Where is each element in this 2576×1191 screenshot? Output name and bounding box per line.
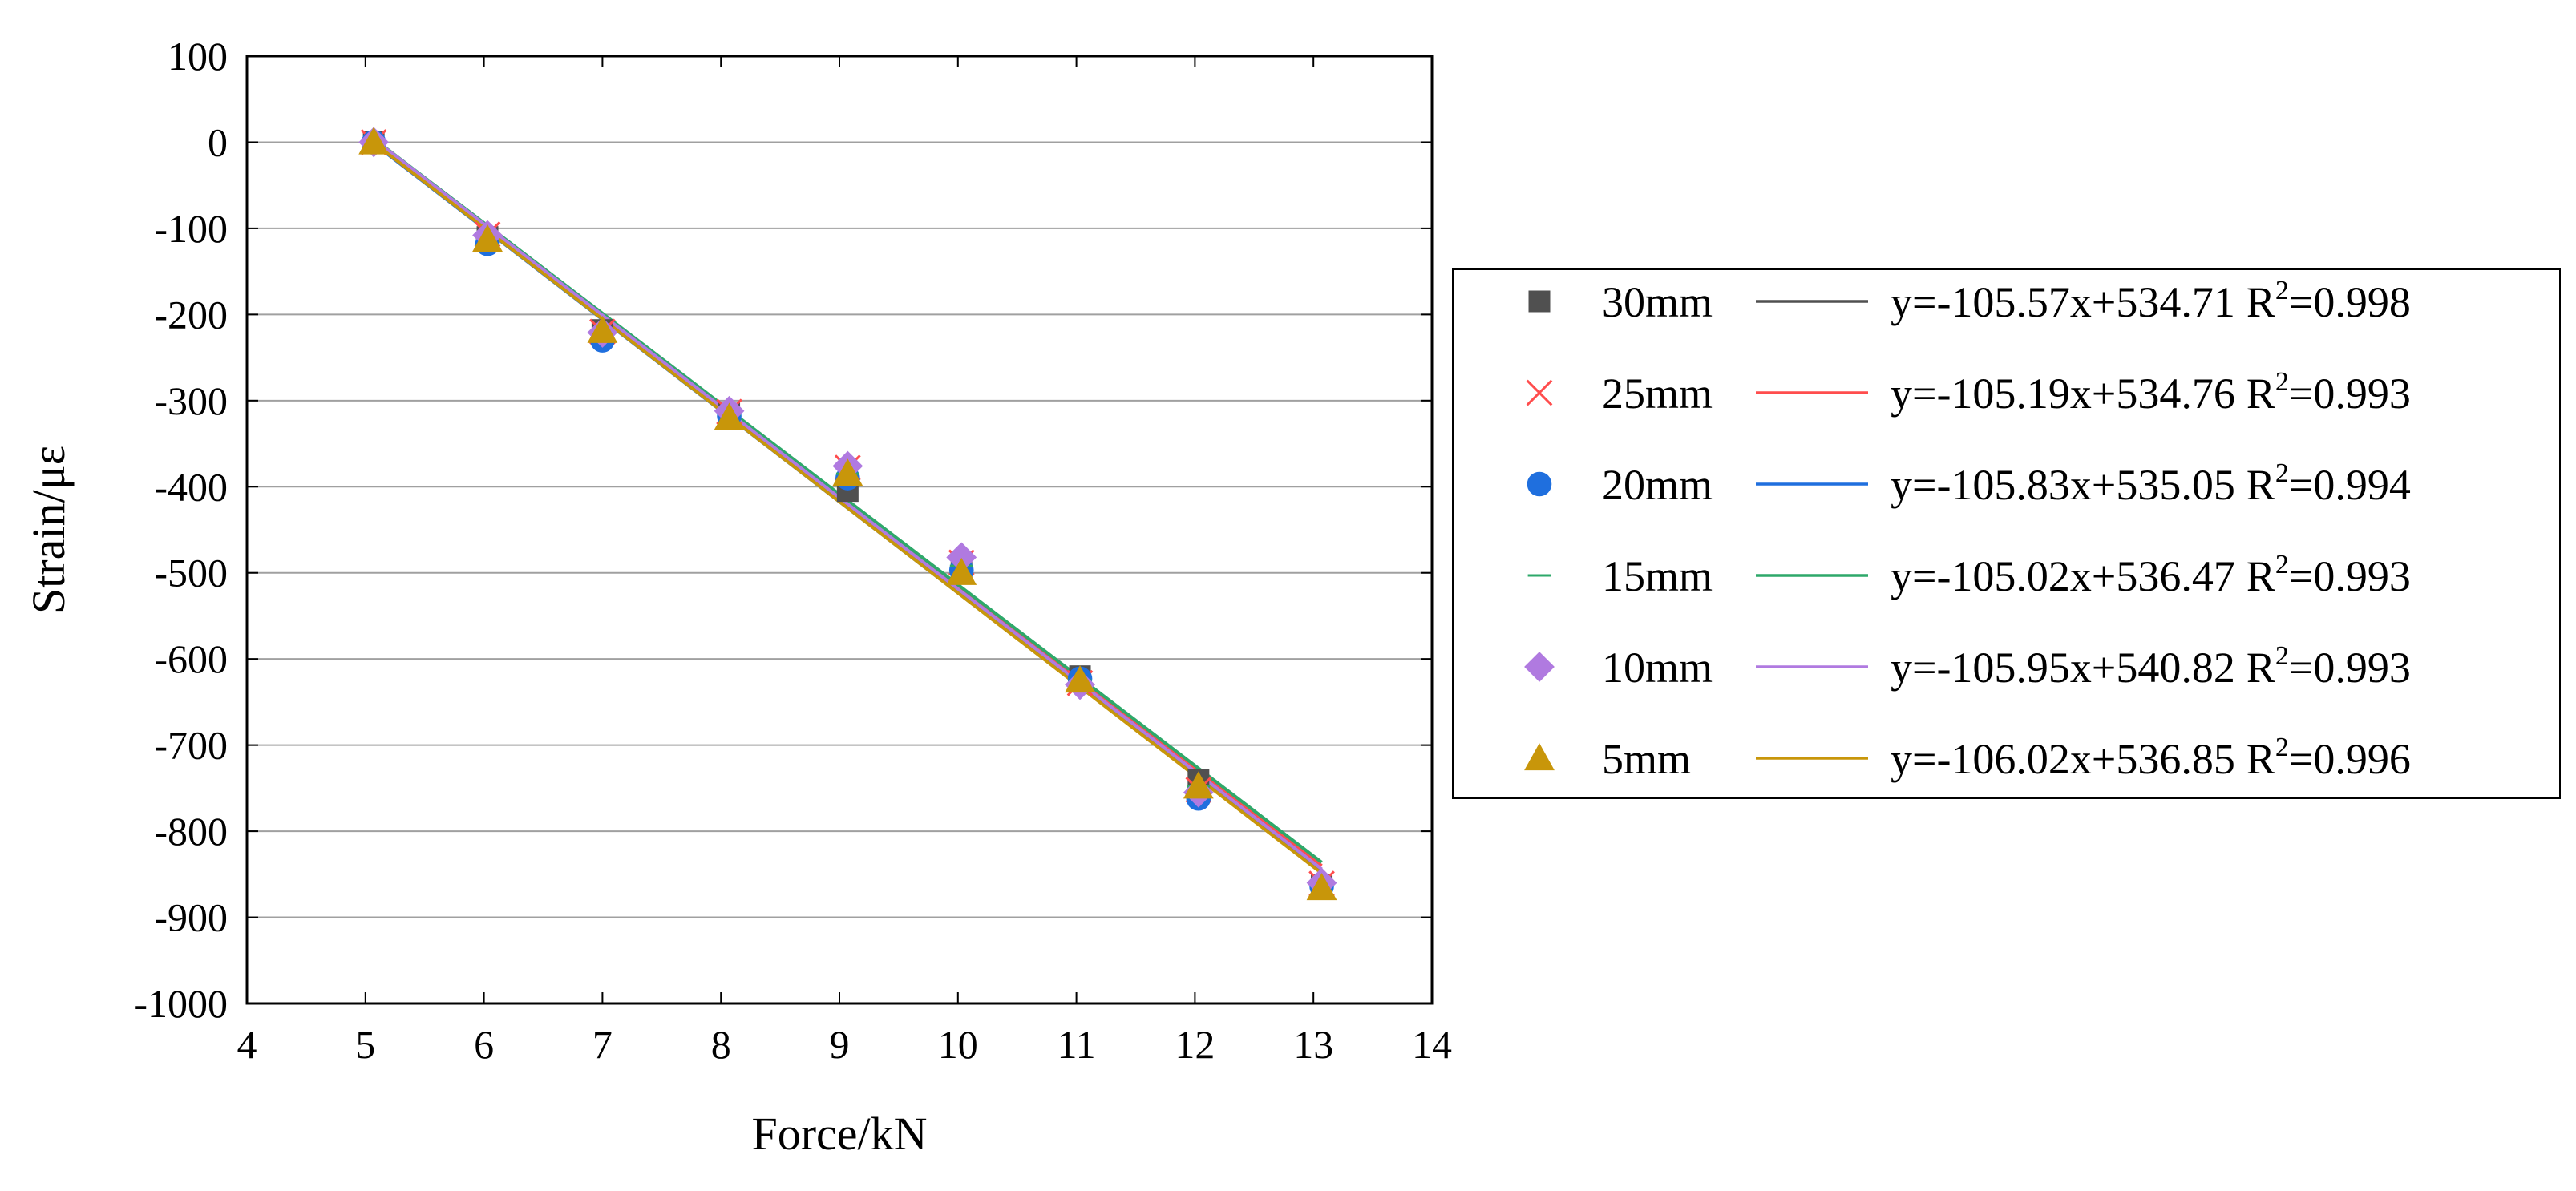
legend-marker-10mm: [1524, 652, 1555, 682]
y-tick-label: -800: [154, 809, 228, 854]
r-squared-prefix: R: [2246, 461, 2275, 509]
fit-lines: [372, 137, 1323, 875]
x-tick-label: 8: [711, 1022, 731, 1067]
x-tick-label: 4: [237, 1022, 257, 1067]
x-axis-ticks: 4 5 6 7 8 9 10 11 12 13 14: [237, 56, 1452, 1067]
legend-fit-equation: y=-105.95x+540.82 R2=0.993: [1891, 641, 2411, 692]
y-tick-label: -700: [154, 723, 228, 768]
y-tick-label: -100: [154, 206, 228, 251]
data-point-5mm: [946, 557, 977, 585]
x-tick-label: 10: [938, 1022, 978, 1067]
legend-marker-25mm: [1526, 379, 1553, 406]
r-squared-value: =0.993: [2289, 552, 2411, 600]
data-point-5mm: [1306, 873, 1337, 901]
r-squared-prefix: R: [2246, 644, 2275, 692]
x-tick-label: 14: [1412, 1022, 1452, 1067]
r-squared-value: =0.996: [2289, 735, 2411, 783]
r-squared-superscript: 2: [2275, 276, 2289, 305]
y-tick-label: -500: [154, 551, 228, 596]
y-tick-label: -400: [154, 464, 228, 509]
legend-series-name: 20mm: [1602, 461, 1713, 509]
r-squared-prefix: R: [2246, 552, 2275, 600]
x-tick-label: 11: [1057, 1022, 1096, 1067]
r-squared-value: =0.994: [2289, 461, 2411, 509]
x-tick-label: 7: [592, 1022, 613, 1067]
y-axis-ticks: 100 0 -100 -200 -300 -400 -500 -600 -700 -800 -900…: [134, 34, 1432, 1026]
x-tick-label: 13: [1293, 1022, 1333, 1067]
y-tick-label: -600: [154, 636, 228, 681]
legend-box: [1452, 268, 2561, 799]
legend-marker-5mm: [1524, 743, 1555, 771]
r-squared-superscript: 2: [2275, 458, 2289, 488]
legend-series-name: 15mm: [1602, 552, 1713, 600]
fit-equation-text: y=-106.02x+536.85: [1891, 735, 2235, 783]
x-tick-label: 9: [830, 1022, 850, 1067]
legend-fit-equation: y=-106.02x+536.85 R2=0.996: [1891, 733, 2411, 783]
r-squared-superscript: 2: [2275, 367, 2289, 397]
data-point-5mm: [1065, 665, 1095, 693]
legend-series-name: 5mm: [1602, 735, 1691, 783]
y-tick-label: 0: [208, 119, 228, 164]
legend-fit-equation: y=-105.57x+534.71 R2=0.998: [1891, 276, 2411, 326]
legend-fit-equation: y=-105.83x+535.05 R2=0.994: [1891, 458, 2411, 509]
legend-fit-equation: y=-105.19x+534.76 R2=0.993: [1891, 367, 2411, 418]
x-tick-label: 12: [1175, 1022, 1215, 1067]
legend-fit-equation: y=-105.02x+536.47 R2=0.993: [1891, 550, 2411, 600]
y-axis-title: Strain/με: [22, 446, 75, 614]
x-axis-title: Force/kN: [751, 1108, 927, 1160]
y-tick-label: -200: [154, 292, 228, 337]
r-squared-prefix: R: [2246, 278, 2275, 326]
data-point-5mm: [358, 127, 390, 155]
data-point-5mm: [1183, 771, 1214, 799]
y-tick-label: -1000: [134, 981, 228, 1026]
data-point-5mm: [587, 315, 618, 343]
y-tick-label: -300: [154, 378, 228, 423]
data-point-5mm: [472, 224, 503, 252]
fit-equation-text: y=-105.57x+534.71: [1891, 278, 2235, 326]
x-tick-label: 6: [474, 1022, 494, 1067]
data-markers: [358, 127, 1337, 901]
legend-marker-20mm: [1527, 471, 1552, 497]
y-tick-label: -900: [154, 895, 228, 940]
r-squared-superscript: 2: [2275, 550, 2289, 579]
r-squared-value: =0.998: [2289, 278, 2411, 326]
r-squared-value: =0.993: [2289, 369, 2411, 418]
grid-lines: [247, 55, 1432, 1004]
fit-equation-text: y=-105.19x+534.76: [1891, 369, 2235, 418]
y-tick-label: 100: [168, 34, 228, 79]
r-squared-value: =0.993: [2289, 644, 2411, 692]
legend-series-name: 25mm: [1602, 369, 1713, 418]
data-point-5mm: [714, 402, 745, 430]
fit-line-10mm: [372, 137, 1323, 870]
legend-marker-30mm: [1528, 290, 1551, 313]
r-squared-superscript: 2: [2275, 733, 2289, 762]
data-point-10mm: [946, 542, 977, 573]
r-squared-prefix: R: [2246, 369, 2275, 418]
legend-series-name: 30mm: [1602, 278, 1713, 326]
data-point-5mm: [832, 458, 863, 486]
fit-equation-text: y=-105.02x+536.47: [1891, 552, 2235, 600]
fit-equation-text: y=-105.95x+540.82: [1891, 644, 2235, 692]
fit-equation-text: y=-105.83x+535.05: [1891, 461, 2235, 509]
r-squared-prefix: R: [2246, 735, 2275, 783]
fit-line-5mm: [372, 141, 1323, 875]
x-tick-label: 5: [355, 1022, 375, 1067]
legend-series-name: 10mm: [1602, 644, 1713, 692]
r-squared-superscript: 2: [2275, 641, 2289, 671]
